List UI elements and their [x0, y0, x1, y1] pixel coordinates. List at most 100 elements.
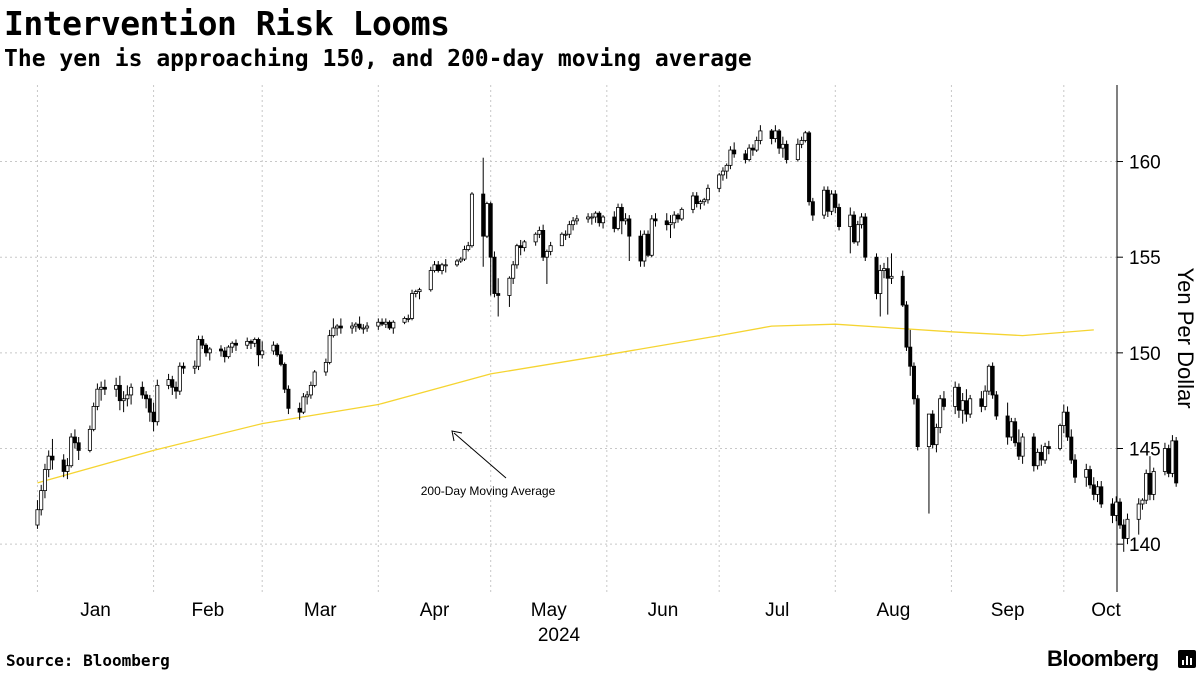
candle-body: [926, 413, 931, 447]
candle: [559, 232, 564, 247]
candle-body: [837, 207, 842, 227]
candle-body: [248, 340, 253, 344]
candle: [863, 213, 868, 262]
candle-body: [571, 220, 576, 226]
candle-body: [1073, 459, 1078, 478]
candle: [956, 383, 961, 418]
candle-body: [462, 249, 467, 260]
candle: [1073, 454, 1078, 483]
candle: [825, 186, 830, 218]
candle: [690, 192, 695, 214]
candle-body: [672, 214, 677, 224]
candle: [357, 316, 362, 330]
candle: [410, 289, 415, 321]
candle-body: [773, 130, 778, 139]
candle: [271, 341, 276, 355]
candle-body: [410, 293, 415, 319]
candle-body: [481, 193, 486, 237]
candle-body: [1099, 486, 1104, 505]
candle: [911, 362, 916, 405]
annotation: 200-Day Moving Average: [421, 430, 556, 498]
candle: [720, 167, 725, 181]
candle: [1058, 423, 1063, 451]
candle-body: [724, 164, 729, 172]
candle-body: [720, 170, 725, 176]
candle: [117, 375, 122, 411]
candle-body: [1174, 440, 1179, 484]
candle: [533, 232, 538, 246]
candle: [282, 362, 287, 394]
candle-body: [432, 264, 437, 271]
candle-body: [717, 174, 722, 189]
candle-body: [863, 216, 868, 258]
candle-body: [65, 465, 70, 472]
candle-body: [983, 390, 988, 407]
candle-body: [301, 396, 306, 413]
candle: [436, 261, 441, 273]
candle: [458, 257, 463, 263]
candle-body: [436, 264, 441, 271]
candle: [586, 213, 591, 223]
candle-body: [941, 398, 946, 407]
candle: [1043, 442, 1048, 464]
candle: [822, 186, 827, 219]
candle: [72, 429, 77, 449]
candle: [417, 287, 422, 300]
candle-body: [496, 293, 501, 296]
candle-body: [533, 233, 538, 243]
candle: [481, 157, 486, 267]
candle-body: [488, 203, 493, 258]
candle: [743, 150, 748, 164]
candle: [151, 402, 156, 432]
candle: [649, 215, 654, 258]
candle: [934, 423, 939, 453]
candle: [1065, 406, 1070, 441]
candle-body: [559, 233, 564, 247]
candle: [286, 385, 291, 415]
candle-body: [930, 413, 935, 446]
candle: [672, 211, 677, 229]
chart-subtitle: The yen is approaching 150, and 200-day …: [4, 46, 752, 72]
candle-body: [541, 230, 546, 258]
candle: [837, 203, 842, 231]
candle: [121, 391, 126, 413]
candle-body: [1117, 501, 1122, 526]
candle-body: [331, 327, 336, 337]
candle-body: [50, 455, 55, 461]
candle-body: [1069, 436, 1074, 461]
candle-body: [357, 323, 362, 329]
candle: [859, 213, 864, 229]
candle: [454, 259, 459, 267]
x-tick-label: Aug: [876, 600, 910, 621]
candle: [91, 402, 96, 432]
candle: [69, 433, 74, 468]
candle: [1046, 440, 1051, 455]
candle: [589, 213, 594, 225]
candle: [900, 270, 905, 307]
candle-body: [956, 386, 961, 411]
candle: [406, 314, 411, 323]
candle-body: [1151, 471, 1156, 495]
candle-body: [458, 258, 463, 262]
annotation-arrow-head: [451, 430, 463, 442]
candle-body: [308, 384, 313, 396]
candle-body: [979, 398, 984, 407]
candle: [196, 335, 201, 371]
y-tick-label: 150: [1129, 344, 1161, 365]
candle: [1121, 519, 1126, 552]
candle: [1147, 456, 1152, 501]
candle: [125, 385, 130, 407]
candle: [938, 394, 943, 434]
candle: [885, 257, 890, 315]
candle-body: [129, 386, 134, 396]
candle: [1136, 498, 1141, 535]
candle: [361, 324, 366, 334]
candle-body: [196, 339, 201, 367]
candle-body: [492, 256, 497, 294]
candle-body: [642, 233, 647, 262]
candle-body: [889, 275, 894, 279]
source-note: Source: Bloomberg: [6, 651, 170, 670]
candle-body: [323, 362, 328, 373]
candle: [305, 391, 310, 405]
candle: [979, 391, 984, 413]
